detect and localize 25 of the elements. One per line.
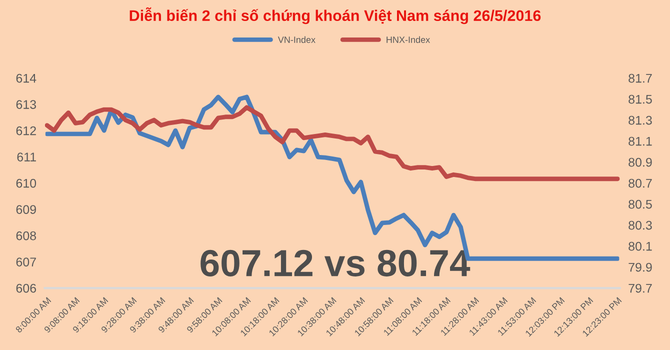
y2-tick-label: 80.1 (628, 242, 652, 251)
y2-tick-label: 80.3 (628, 220, 652, 230)
y2-tick-label: 80.7 (628, 178, 652, 188)
y-tick-label: 609 (16, 205, 36, 214)
y-tick-label: 611 (17, 152, 36, 162)
y-tick-label: 614 (16, 74, 36, 83)
y-tick-label: 607 (16, 258, 36, 266)
chart-title: Diễn biến 2 chỉ số chứng khoán Việt Nam sáng 26/5/2016 (130, 7, 541, 24)
y2-tick-label: 81.7 (628, 74, 652, 83)
legend-label: VN-Index (278, 36, 316, 43)
y-tick-label: 608 (16, 231, 36, 240)
y2-tick-label: 79.9 (628, 262, 652, 272)
y2-tick-label: 81.1 (628, 136, 652, 146)
y2-tick-label: 80.9 (628, 158, 652, 167)
y-tick-label: 613 (16, 100, 36, 109)
y-tick-label: 606 (16, 284, 36, 293)
annotation: 607.12 vs 80.74 (200, 250, 470, 276)
y2-tick-label: 81.5 (628, 94, 652, 104)
y2-tick-label: 81.3 (628, 116, 652, 125)
line-series (44, 105, 620, 182)
y2-tick-label: 80.5 (628, 200, 652, 209)
y-tick-label: 612 (16, 126, 36, 136)
y-tick-label: 610 (16, 178, 36, 188)
legend-label: HNX-Index (386, 36, 430, 43)
y2-tick-label: 79.7 (628, 284, 652, 293)
